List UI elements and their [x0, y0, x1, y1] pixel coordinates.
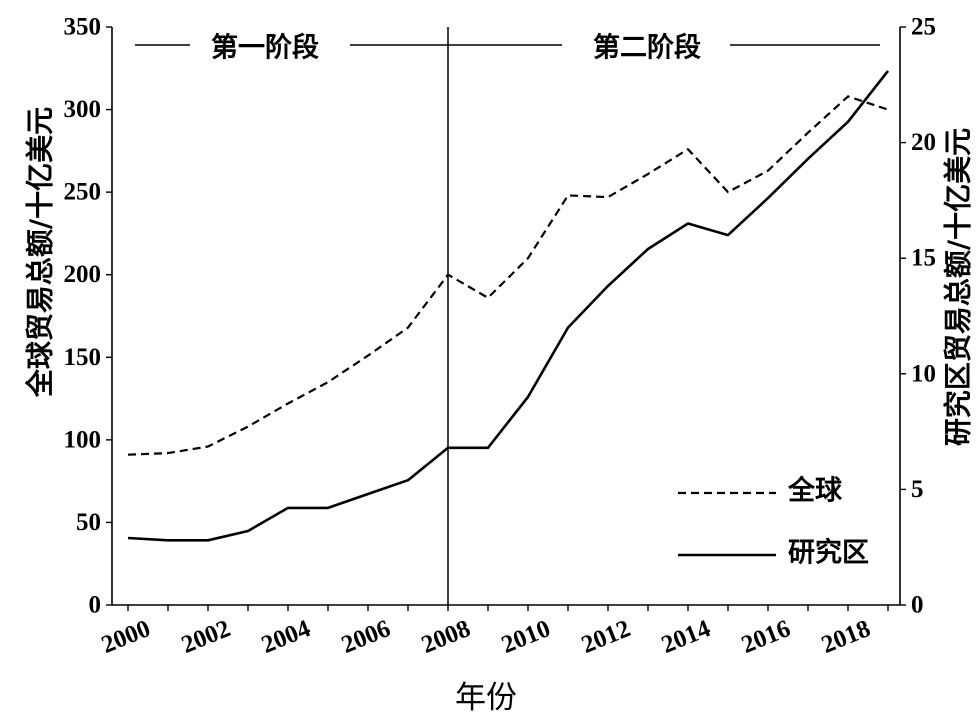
stage-annotations: 第一阶段 第二阶段 [135, 32, 880, 64]
legend-label-global: 全球 [787, 475, 843, 507]
left-y-tick-label: 150 [64, 344, 102, 371]
x-tick-label: 2000 [98, 615, 154, 659]
right-y-tick-label: 0 [911, 592, 924, 619]
right-y-tick-label: 10 [911, 360, 936, 387]
left-y-tick-label: 0 [89, 592, 102, 619]
x-tick-label: 2010 [498, 615, 554, 659]
left-y-tick-label: 100 [64, 426, 102, 453]
x-tick-label: 2018 [818, 615, 874, 659]
right-y-ticks: 0 5 10 15 20 25 [900, 14, 936, 619]
legend: 全球 研究区 [678, 475, 869, 569]
x-axis-title: 年份 [455, 680, 517, 716]
right-y-tick-label: 20 [911, 129, 936, 156]
x-tick-label: 2016 [738, 615, 794, 659]
left-y-axis-title: 全球贸易总额/十亿美元 [24, 107, 57, 398]
series-group [127, 70, 890, 542]
stage-one-label: 第一阶段 [211, 32, 319, 64]
x-tick-label: 2008 [418, 615, 474, 659]
left-y-tick-label: 300 [64, 96, 102, 123]
series-line-study-area [127, 70, 890, 542]
left-y-tick-label: 350 [64, 14, 102, 41]
left-y-tick-label: 200 [64, 261, 102, 288]
axes [111, 27, 901, 606]
right-y-tick-label: 15 [911, 245, 936, 272]
series-line-global [127, 95, 889, 456]
x-ticks: 2000 2002 2004 2006 2008 2010 2012 2014 2016 2018 [98, 605, 889, 659]
x-tick-label: 2006 [338, 615, 394, 659]
x-tick-label: 2014 [658, 615, 715, 659]
legend-label-study-area: 研究区 [788, 537, 869, 569]
left-y-tick-label: 250 [64, 179, 102, 206]
x-tick-label: 2002 [178, 615, 234, 659]
right-y-tick-label: 25 [911, 14, 936, 41]
stage-two-label: 第二阶段 [593, 32, 701, 64]
left-y-tick-label: 50 [76, 509, 101, 536]
left-y-ticks: 0 50 100 150 200 250 300 350 [64, 14, 112, 619]
right-y-axis-title: 研究区贸易总额/十亿美元 [942, 128, 975, 446]
x-tick-label: 2012 [578, 615, 634, 659]
x-tick-label: 2004 [258, 615, 315, 659]
right-y-tick-label: 5 [911, 476, 924, 503]
